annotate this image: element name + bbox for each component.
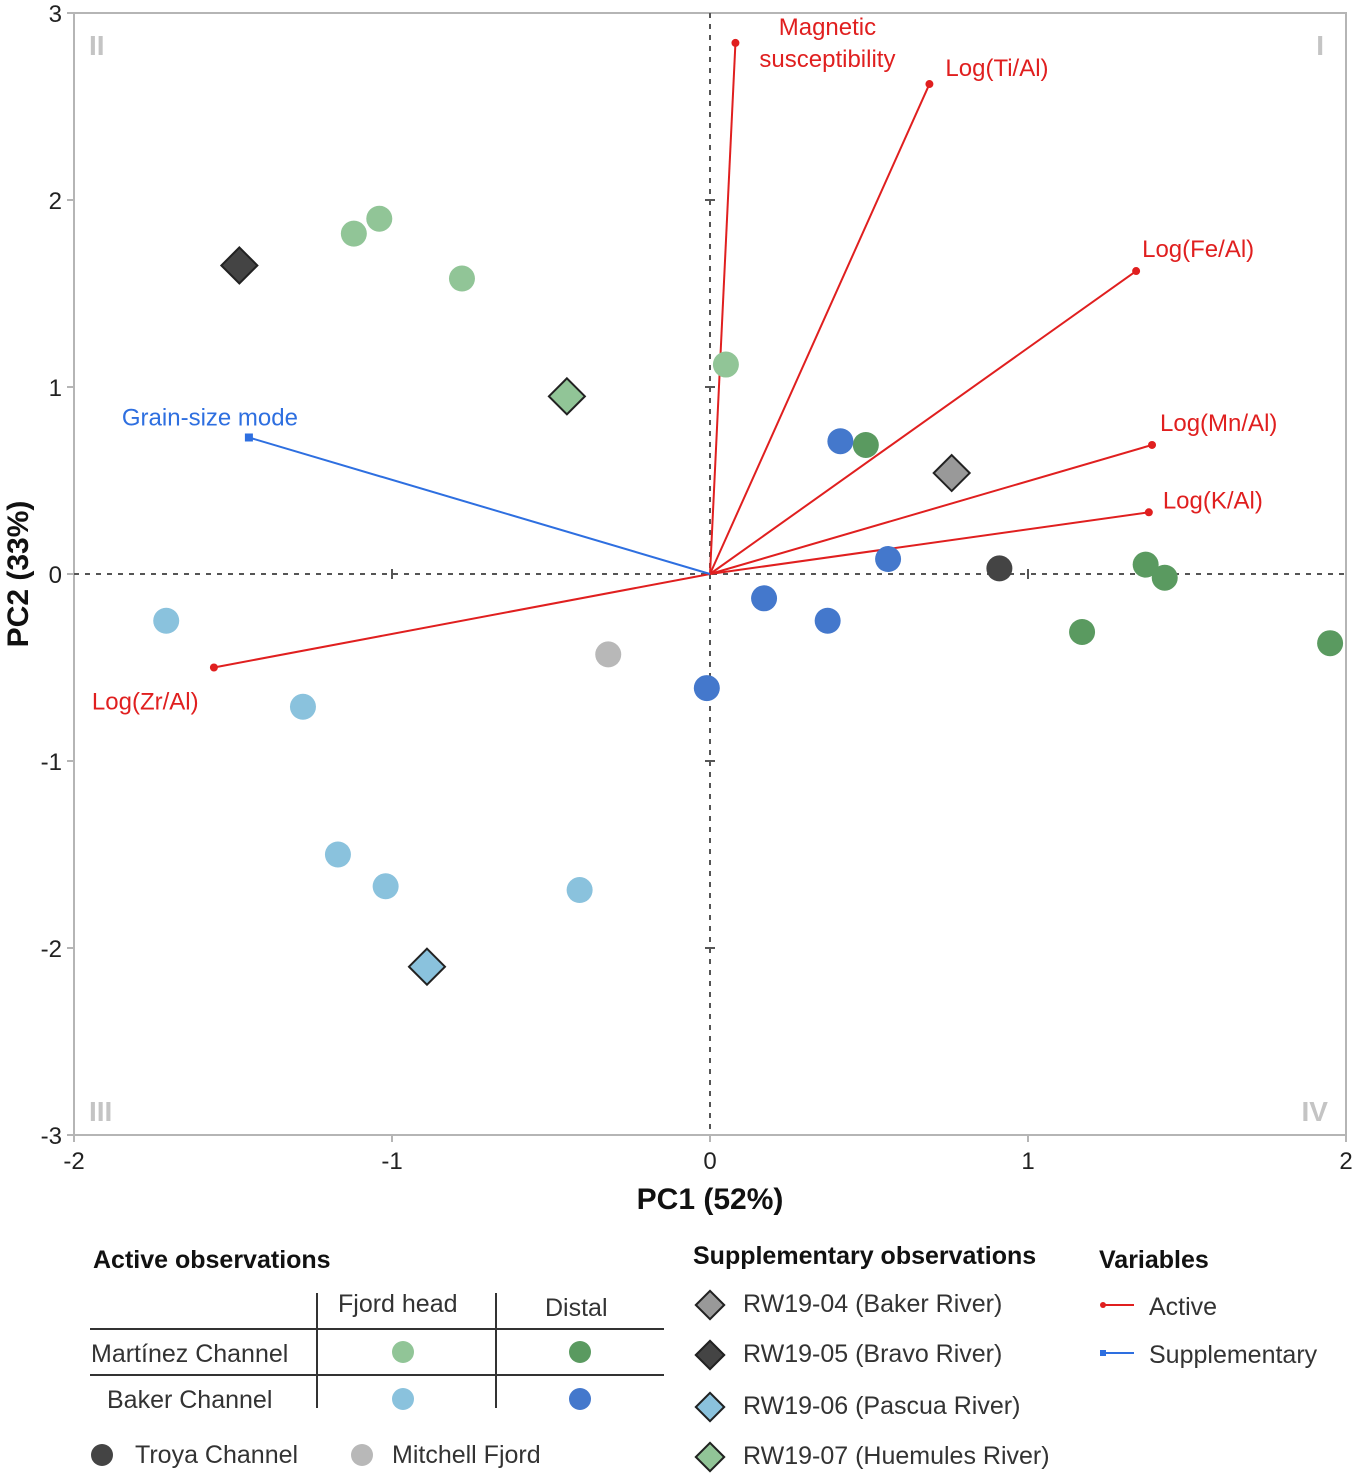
vector-label: Grain-size mode xyxy=(122,404,298,431)
quadrant-label: II xyxy=(89,30,105,61)
y-tick-label: 1 xyxy=(49,375,62,402)
y-tick-label: -3 xyxy=(41,1123,62,1150)
legend-troya-marker xyxy=(91,1444,113,1466)
legend-active-title: Active observations xyxy=(93,1246,331,1274)
vector-line xyxy=(709,42,737,575)
legend-col-fjord-head: Fjord head xyxy=(338,1290,458,1318)
vector-label: Log(Mn/Al) xyxy=(1160,410,1277,437)
observation-point xyxy=(1069,618,1096,645)
observation-point xyxy=(566,877,593,904)
supplementary-point xyxy=(932,453,972,493)
vector-line xyxy=(709,511,1149,575)
quadrant-label: I xyxy=(1316,30,1324,61)
quadrant-label: III xyxy=(89,1096,112,1127)
vector-end-dot xyxy=(731,38,740,47)
legend-troya-label: Troya Channel xyxy=(135,1441,299,1469)
y-tick-label: -2 xyxy=(41,936,62,963)
x-tick-label: 0 xyxy=(703,1148,716,1175)
observation-point xyxy=(986,555,1013,582)
legend-table-rule-mid xyxy=(90,1374,664,1376)
legend-active-line-icon xyxy=(1100,1302,1134,1308)
legend-martinez-head-marker xyxy=(392,1341,414,1363)
y-tick-label: 3 xyxy=(49,1,62,28)
legend-var-active-label: Active xyxy=(1149,1293,1218,1321)
supplementary-point xyxy=(219,246,259,285)
legend-baker-head-marker xyxy=(392,1388,414,1410)
legend-table-divider-1 xyxy=(316,1293,318,1408)
vector-end-dot xyxy=(1132,267,1141,276)
quadrant-label: IV xyxy=(1302,1096,1329,1127)
observation-point xyxy=(827,428,854,455)
vector-line xyxy=(248,436,711,575)
vector-label: Log(Fe/Al) xyxy=(1142,236,1254,263)
vector-end-dot xyxy=(209,663,218,672)
x-tick-label: -2 xyxy=(63,1148,84,1175)
legend-vars-title: Variables xyxy=(1099,1246,1209,1274)
legend-col-distal: Distal xyxy=(545,1294,608,1322)
x-tick-label: 2 xyxy=(1339,1148,1352,1175)
y-axis-title: PC2 (33%) xyxy=(2,501,35,648)
legend-table-divider-2 xyxy=(495,1293,497,1408)
observation-point xyxy=(1317,630,1344,657)
x-axis-title: PC1 (52%) xyxy=(637,1183,784,1216)
observation-point xyxy=(340,220,367,247)
vector-line xyxy=(709,270,1137,575)
supplementary-point xyxy=(407,947,447,987)
legend-mitchell-label: Mitchell Fjord xyxy=(392,1441,541,1469)
legend-mitchell-marker xyxy=(351,1444,373,1466)
legend-supp-title: Supplementary observations xyxy=(693,1242,1037,1270)
vector-label: Log(K/Al) xyxy=(1163,487,1263,514)
vector-line xyxy=(709,444,1153,575)
vector-end-dot xyxy=(1148,440,1157,449)
legend-rw19-04-marker xyxy=(694,1289,726,1321)
observation-point xyxy=(366,205,393,232)
legend-martinez-distal-marker xyxy=(569,1341,591,1363)
observation-point xyxy=(814,607,841,634)
vector-label: Magnetic susceptibility xyxy=(759,14,895,73)
supplementary-point xyxy=(547,376,587,416)
observation-point xyxy=(595,641,622,668)
y-tick-label: -1 xyxy=(41,749,62,776)
observation-point xyxy=(289,693,316,720)
vector-end-dot xyxy=(925,80,934,89)
observation-point xyxy=(448,265,475,292)
y-tick-label: 0 xyxy=(49,562,62,589)
vector-label-line: Magnetic xyxy=(779,14,876,41)
vector-end-square xyxy=(244,433,253,442)
legend-rw19-06-label: RW19-06 (Pascua River) xyxy=(743,1392,1021,1420)
observation-point xyxy=(852,431,879,458)
observation-point xyxy=(324,841,351,868)
vector-end-dot xyxy=(1144,508,1153,517)
legend-rw19-07-marker xyxy=(694,1441,726,1473)
observation-point xyxy=(1132,551,1159,578)
observation-point xyxy=(875,546,902,573)
observation-point xyxy=(751,585,778,612)
legend-var-supp-label: Supplementary xyxy=(1149,1341,1318,1369)
vector-label-line: susceptibility xyxy=(759,46,895,73)
legend-rw19-05-marker xyxy=(694,1339,726,1371)
observation-point xyxy=(693,675,720,702)
legend-rw19-05-label: RW19-05 (Bravo River) xyxy=(743,1340,1003,1368)
legend-rw19-06-marker xyxy=(694,1391,726,1423)
legend-rw19-04-label: RW19-04 (Baker River) xyxy=(743,1290,1003,1318)
vector-label: Log(Zr/Al) xyxy=(92,689,199,716)
vector-line xyxy=(709,83,931,575)
legend-row-martinez: Martínez Channel xyxy=(91,1340,289,1368)
x-tick-label: -1 xyxy=(381,1148,402,1175)
legend-supplementary-line-icon xyxy=(1100,1350,1134,1356)
legend-row-baker: Baker Channel xyxy=(107,1386,273,1414)
y-tick-label: 2 xyxy=(49,188,62,215)
x-tick-label: 1 xyxy=(1021,1148,1034,1175)
legend-table-rule-top xyxy=(90,1328,664,1330)
observation-point xyxy=(712,351,739,378)
observation-point xyxy=(153,607,180,634)
vector-line xyxy=(213,573,711,669)
legend-baker-distal-marker xyxy=(569,1388,591,1410)
legend-rw19-07-label: RW19-07 (Huemules River) xyxy=(743,1442,1050,1470)
observation-point xyxy=(1151,564,1178,591)
observation-point xyxy=(372,873,399,900)
vector-label: Log(Ti/Al) xyxy=(945,55,1048,82)
